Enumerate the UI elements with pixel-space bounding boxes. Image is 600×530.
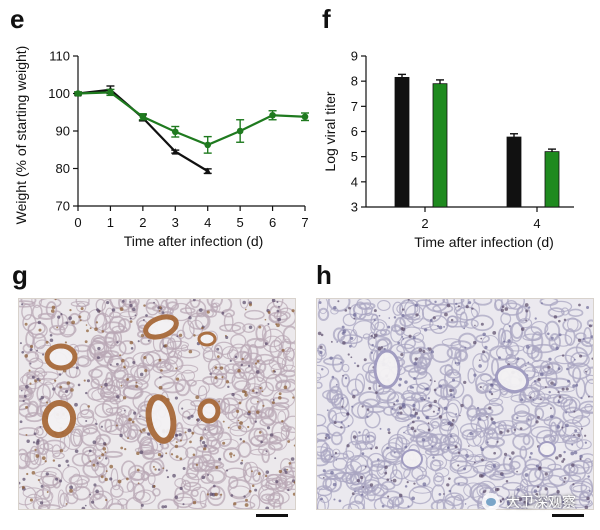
y-tick-label: 9 (351, 49, 358, 64)
x-tick-label: 1 (107, 215, 114, 230)
lung-micrograph-h (316, 298, 594, 510)
y-axis-title: Log viral titer (322, 91, 338, 171)
watermark: 大卫深观察 (482, 492, 576, 512)
data-point (204, 167, 212, 175)
y-tick-label: 100 (48, 86, 70, 101)
watermark-text: 大卫深观察 (506, 495, 576, 511)
y-tick-label: 5 (351, 149, 358, 164)
data-point (236, 127, 244, 135)
wechat-icon (482, 493, 500, 511)
x-tick-label: 0 (74, 215, 81, 230)
panel-letter-f: f (322, 4, 331, 34)
y-tick-label: 4 (351, 174, 358, 189)
data-point (139, 113, 147, 121)
y-tick-label: 110 (49, 49, 70, 64)
data-point (171, 128, 179, 136)
weight-line-chart: 70 80 90 100 110 0 1 2 3 4 5 6 7 Time after infection… (13, 46, 309, 249)
x-tick-label: 6 (269, 215, 276, 230)
micrograph-h-texture (317, 299, 593, 509)
y-tick-label: 6 (351, 124, 358, 139)
scale-bar-g (256, 514, 288, 517)
x-tick-label: 2 (139, 215, 146, 230)
panel-letter-g: g (12, 260, 28, 290)
x-tick-label: 4 (533, 216, 540, 231)
x-tick-label: 5 (237, 215, 244, 230)
data-point (269, 111, 276, 119)
bar (394, 76, 410, 208)
x-tick-label: 2 (421, 216, 428, 231)
data-point (171, 148, 179, 155)
x-tick-label: 4 (204, 215, 211, 230)
series-line (77, 91, 306, 147)
y-tick-label: 3 (351, 200, 358, 215)
lung-micrograph-g (18, 298, 296, 510)
y-tick-label: 80 (56, 161, 70, 176)
x-axis-title: Time after infection (d) (124, 233, 264, 249)
x-tick-label: 7 (301, 215, 308, 230)
y-axis-title: Weight (% of starting weight) (13, 46, 29, 225)
y-tick-label: 70 (56, 199, 70, 214)
micrograph-g-texture (19, 299, 295, 509)
panel-letter-h: h (316, 260, 332, 290)
data-point (107, 89, 114, 96)
x-tick-label: 3 (172, 215, 179, 230)
scale-bar-h (552, 514, 584, 517)
bar (506, 136, 522, 208)
data-point (301, 113, 309, 121)
y-tick-label: 8 (351, 74, 358, 89)
data-point (74, 90, 82, 97)
bar (544, 151, 560, 208)
panel-letter-e: e (10, 4, 25, 34)
bar (432, 83, 448, 208)
y-tick-label: 7 (351, 99, 358, 114)
data-point (204, 141, 212, 149)
y-tick-label: 90 (56, 124, 70, 139)
viral-titer-bar-chart: 3 4 5 6 7 8 9 2 4 Time after infection (d) Log vir… (322, 49, 574, 250)
x-axis-title: Time after infection (d) (414, 234, 554, 250)
